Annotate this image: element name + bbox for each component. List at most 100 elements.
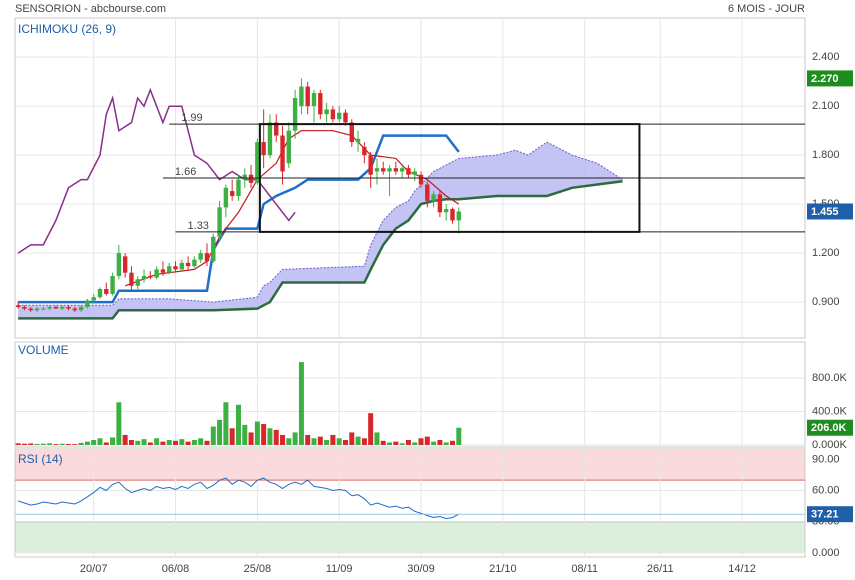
- volume-bar: [443, 442, 449, 445]
- volume-bar: [254, 421, 260, 445]
- oversold-zone: [15, 521, 805, 553]
- candle-body: [97, 289, 103, 298]
- x-tick-label: 20/07: [80, 563, 108, 575]
- candle-body: [330, 109, 336, 120]
- candle-body: [53, 306, 59, 309]
- volume-bar: [173, 440, 179, 445]
- candle-body: [116, 253, 122, 276]
- candle-body: [248, 174, 254, 183]
- x-tick-label: 11/09: [326, 563, 353, 575]
- candle-body: [122, 256, 128, 273]
- candle-body: [425, 184, 430, 201]
- volume-bar: [336, 438, 342, 445]
- volume-bar: [166, 439, 172, 445]
- volume-bar: [34, 443, 40, 445]
- volume-bar: [59, 443, 65, 445]
- volume-bar: [141, 439, 147, 445]
- volume-bar: [110, 437, 116, 445]
- candle-body: [204, 253, 210, 262]
- y-tick-label: 0.000K: [812, 439, 848, 451]
- volume-bar: [97, 438, 103, 445]
- line: [18, 141, 623, 306]
- candle-body: [267, 122, 273, 156]
- volume-bar: [280, 434, 286, 445]
- value-badge-label: 206.0K: [811, 422, 847, 434]
- candle-body: [418, 174, 424, 185]
- x-tick-label: 21/10: [489, 563, 517, 575]
- candle-body: [374, 168, 380, 172]
- x-tick-label: 26/11: [647, 563, 674, 575]
- candle-body: [343, 112, 348, 123]
- candle-body: [274, 122, 279, 136]
- volume-bar: [387, 442, 393, 445]
- candle-body: [368, 155, 373, 175]
- candle-body: [305, 86, 310, 107]
- x-tick-label: 08/11: [571, 563, 598, 575]
- value-badge: [807, 506, 853, 523]
- value-badge: [807, 203, 853, 220]
- candle-body: [41, 308, 46, 310]
- candle-body: [60, 306, 65, 309]
- volume-bar: [122, 434, 128, 445]
- volume-bar: [21, 443, 27, 445]
- volume-bar: [154, 438, 160, 445]
- volume-bar: [223, 402, 229, 445]
- value-badge-label: 37.21: [811, 509, 839, 521]
- candle-body: [387, 168, 392, 172]
- x-tick-label: 14/12: [728, 563, 756, 575]
- candle-body: [456, 211, 461, 221]
- y-tick-label: 1.200: [812, 247, 840, 259]
- volume-bar: [103, 442, 109, 445]
- candle-body: [91, 297, 96, 301]
- candle-body: [160, 269, 166, 273]
- volume-bar: [311, 438, 317, 445]
- candle-body: [141, 275, 147, 280]
- level-label: 1.66: [175, 166, 196, 178]
- volume-bar: [40, 443, 46, 445]
- x-tick-label: 30/09: [407, 563, 435, 575]
- volume-bar: [349, 432, 355, 445]
- candle-body: [393, 168, 399, 172]
- volume-bar: [135, 440, 141, 445]
- volume-bar: [431, 441, 437, 445]
- y-tick-label: 60.00: [812, 484, 840, 496]
- line: [18, 134, 460, 304]
- volume-bar: [412, 442, 418, 445]
- candle-body: [255, 142, 260, 183]
- value-badge-label: 2.270: [811, 73, 839, 85]
- volume-bar: [210, 426, 216, 445]
- y-tick-label: 800.0K: [812, 372, 848, 384]
- candle-body: [450, 209, 455, 221]
- candle-body: [292, 98, 298, 131]
- box: [258, 123, 641, 233]
- volume-bar: [15, 443, 21, 445]
- x-tick-label: 25/08: [244, 563, 272, 575]
- candle-body: [85, 300, 90, 307]
- candle-body: [399, 168, 405, 172]
- level-label: 1.33: [188, 220, 209, 232]
- volume-bar: [217, 419, 223, 445]
- candle-body: [261, 142, 266, 156]
- y-tick-label: 0.000: [812, 547, 840, 559]
- candle-body: [173, 266, 178, 270]
- volume-bar: [374, 432, 380, 445]
- volume-bar: [405, 439, 411, 445]
- candle-body: [412, 171, 417, 175]
- volume-bar: [204, 440, 210, 445]
- candle-body: [431, 194, 436, 201]
- candle-body: [217, 207, 222, 237]
- panel-layer: 0.9001.2001.5001.8002.1002.4001.991.661.…: [15, 18, 853, 338]
- candle-body: [286, 130, 292, 164]
- volume-bar: [128, 439, 134, 445]
- panel-layer: 0.00030.0060.0090.0020/0706/0825/0811/09…: [15, 449, 853, 575]
- candle-body: [242, 174, 247, 180]
- candle-body: [349, 122, 354, 143]
- value-badge: [807, 419, 853, 436]
- volume-bar: [185, 441, 191, 445]
- volume-bar: [330, 434, 336, 445]
- candle-body: [15, 305, 21, 307]
- panel-title: ICHIMOKU (26, 9): [18, 22, 116, 36]
- candle-body: [34, 308, 40, 311]
- candle-body: [47, 306, 52, 309]
- candle-body: [381, 168, 386, 172]
